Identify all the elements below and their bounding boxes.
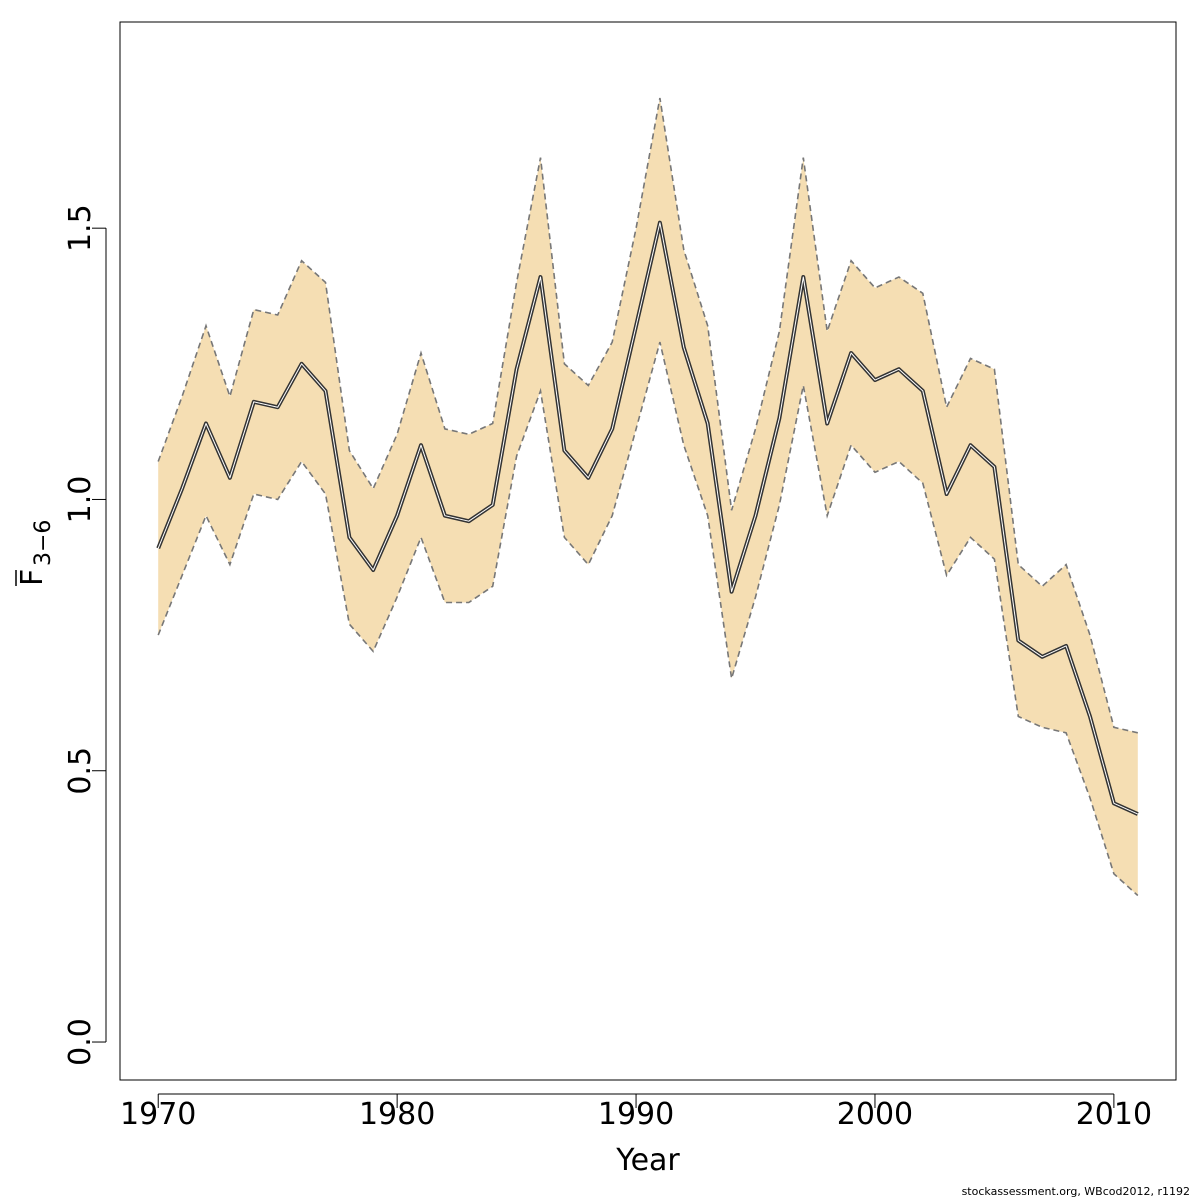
x-tick-label: 1990 (598, 1097, 674, 1132)
footer-credit: stockassessment.org, WBcod2012, r1192 (961, 1185, 1190, 1198)
y-tick-label: 0.5 (63, 747, 98, 795)
confidence-band (158, 98, 1138, 896)
estimate-line-inner (157, 222, 1139, 815)
y-tick-label: 1.5 (63, 204, 98, 252)
y-axis-title-main: F (15, 569, 50, 586)
x-tick-label: 2010 (1076, 1097, 1152, 1132)
y-axis-title-subscript: 3−6 (31, 520, 56, 566)
x-axis-title: Year (615, 1143, 680, 1178)
y-axis-title: F 3−6 (15, 520, 56, 586)
y-axis: 0.0 0.5 1.0 1.5 (63, 204, 107, 1066)
x-tick-label: 2000 (837, 1097, 913, 1132)
x-axis: 1970 1980 1990 2000 2010 (120, 1093, 1152, 1132)
y-tick-label: 0.0 (63, 1018, 98, 1066)
x-tick-label: 1970 (120, 1097, 196, 1132)
upper-bound-line (157, 97, 1138, 734)
lower-bound-line (157, 341, 1139, 897)
y-tick-label: 1.0 (63, 476, 98, 524)
plot-frame (119, 21, 1177, 1081)
x-tick-label: 1980 (359, 1097, 435, 1132)
